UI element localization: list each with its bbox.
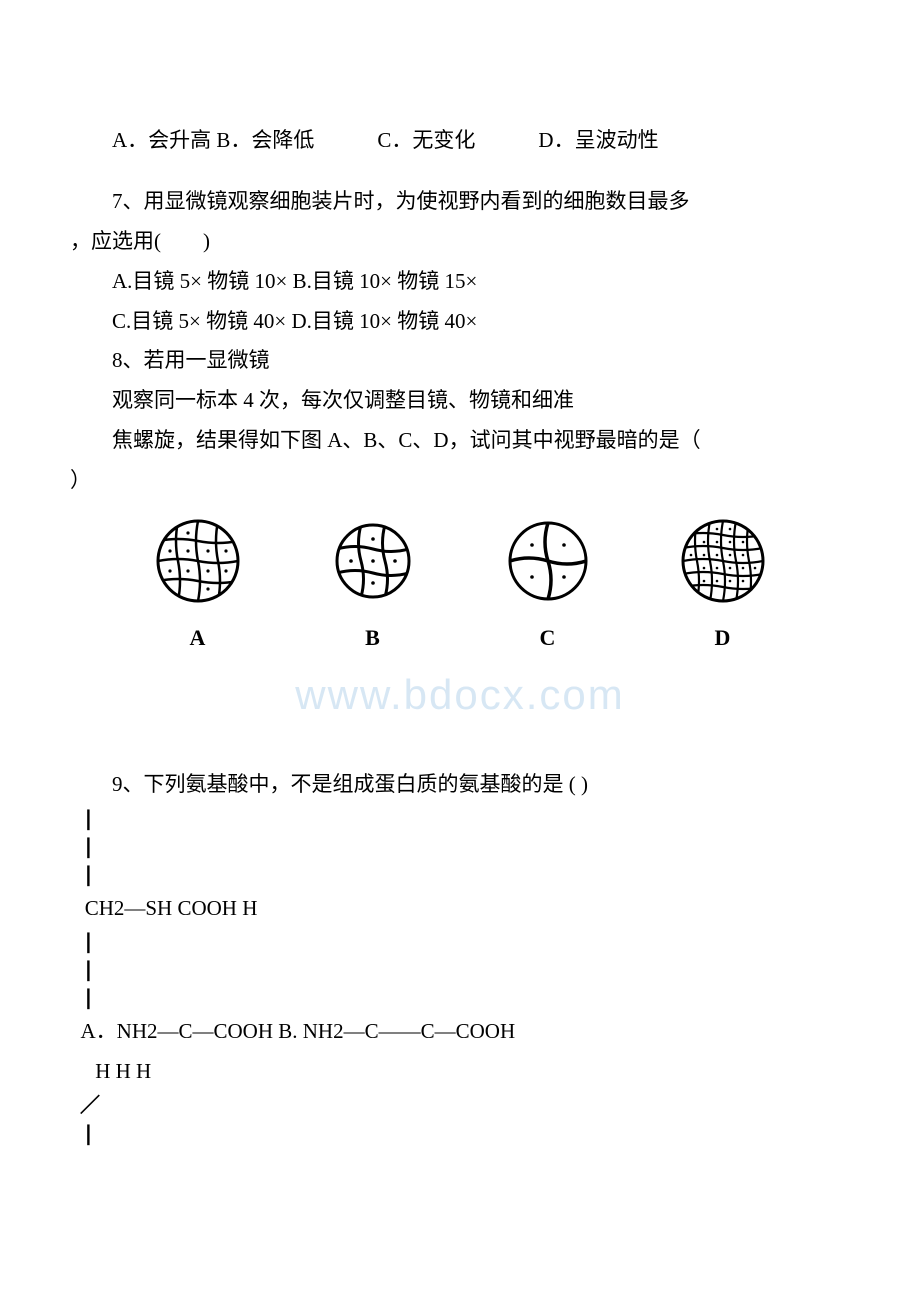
- q8-stem-4: ）: [70, 461, 850, 501]
- q9-bar-7: ❘: [70, 1120, 850, 1148]
- q9-opt-ab: A．NH2—C—COOH B. NH2—C——C—COOH: [70, 1012, 850, 1052]
- q9-bar-2: ❘: [70, 833, 850, 861]
- q7-opt-cd: C.目镜 5× 物镜 40× D.目镜 10× 物镜 40×: [70, 302, 850, 342]
- cell-diagram-d: [673, 511, 773, 611]
- q9-chem-2: H H H: [70, 1052, 850, 1092]
- q8-label-a: A: [190, 617, 206, 659]
- page-content: A．会升高 B．会降低 C．无变化 D．呈波动性 7、用显微镜观察细胞装片时，为…: [0, 0, 920, 1188]
- q7-stem-1: 7、用显微镜观察细胞装片时，为使视野内看到的细胞数目最多: [70, 182, 850, 222]
- cell-diagram-a: [148, 511, 248, 611]
- q8-label-c: C: [540, 617, 556, 659]
- q8-stem-2: 观察同一标本 4 次，每次仅调整目镜、物镜和细准: [70, 381, 850, 421]
- q8-stem-3: 焦螺旋，结果得如下图 A、B、C、D，试问其中视野最暗的是（: [70, 421, 850, 461]
- q8-fig-c: C: [488, 511, 608, 659]
- q9-bar-6: ❘: [70, 984, 850, 1012]
- q8-fig-a: A: [138, 511, 258, 659]
- q9-bar-3: ❘: [70, 861, 850, 889]
- q8-fig-d: D: [663, 511, 783, 659]
- q8-label-b: B: [365, 617, 380, 659]
- q9-chem-1: CH2—SH COOH H: [70, 889, 850, 929]
- q8-stem-1: 8、若用一显微镜: [70, 341, 850, 381]
- q7-opt-ab: A.目镜 5× 物镜 10× B.目镜 10× 物镜 15×: [70, 262, 850, 302]
- q8-label-d: D: [715, 617, 731, 659]
- cell-diagram-b: [323, 511, 423, 611]
- cell-diagram-c: [498, 511, 598, 611]
- q9-bar-4: ❘: [70, 928, 850, 956]
- q9-bar-5: ❘: [70, 956, 850, 984]
- q9-slash: ／: [70, 1092, 850, 1120]
- q8-figures: A B: [70, 501, 850, 659]
- watermark: www.bdocx.com: [70, 655, 850, 735]
- q8-fig-b: B: [313, 511, 433, 659]
- q6-options: A．会升高 B．会降低 C．无变化 D．呈波动性: [70, 121, 850, 161]
- q7-stem-2: ，应选用( ): [70, 222, 850, 262]
- q9-bar-1: ❘: [70, 805, 850, 833]
- q9-stem: 9、下列氨基酸中，不是组成蛋白质的氨基酸的是 ( ): [70, 765, 850, 805]
